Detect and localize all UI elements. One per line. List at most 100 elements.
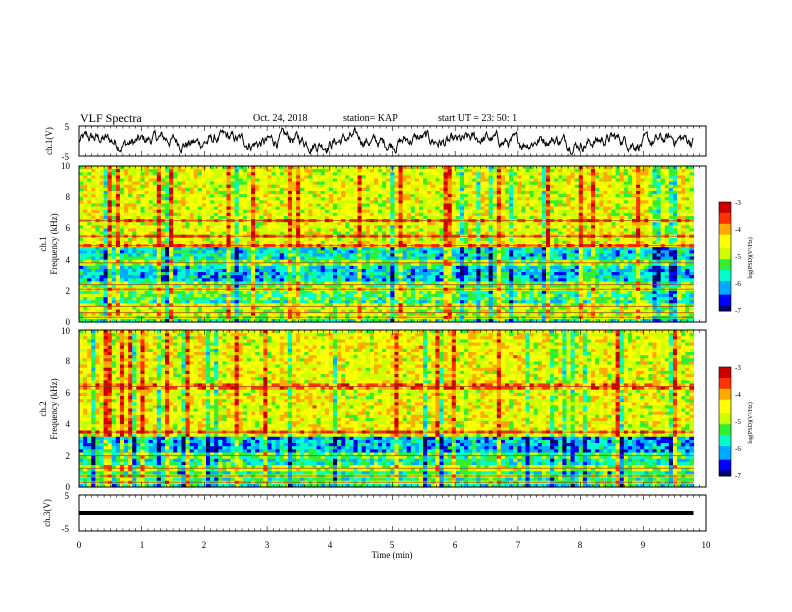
spectrogram-cell: [107, 290, 113, 295]
spectrogram-cell: [79, 209, 84, 214]
spectrogram-cell: [201, 194, 207, 198]
spectrogram-cell: [169, 262, 174, 267]
spectrogram-cell: [230, 265, 236, 270]
spectrogram-cell: [103, 259, 109, 264]
spectrogram-cell: [238, 190, 244, 195]
spectrogram-cell: [308, 281, 314, 286]
spectrogram-cell: [267, 300, 273, 304]
spectrogram-cell: [169, 228, 174, 233]
spectrogram-cell: [324, 309, 330, 314]
spectrogram-cell: [87, 200, 92, 205]
spectrogram-cell: [267, 225, 273, 229]
spectrogram-cell: [177, 181, 183, 186]
spectrogram-cell: [267, 262, 273, 267]
spectrogram-cell: [185, 303, 191, 307]
spectrogram-cell: [189, 203, 195, 208]
spectrogram-cell: [316, 184, 322, 189]
spectrogram-cell: [320, 228, 326, 233]
spectrogram-cell: [107, 184, 113, 189]
spectrogram-cell: [312, 215, 318, 220]
spectrogram-cell: [230, 247, 236, 251]
spectrogram-cell: [308, 197, 314, 201]
spectrogram-cell: [300, 253, 305, 258]
spectrogram-cell: [267, 206, 273, 211]
spectrogram-cell: [193, 281, 199, 286]
spectrogram-cell: [324, 184, 330, 189]
spectrogram-cell: [189, 228, 195, 233]
spectrogram-cell: [283, 272, 289, 276]
spectrogram-cell: [271, 190, 277, 195]
spectrogram-cell: [148, 265, 154, 270]
start-time-label: start UT = 23: 50: 1: [438, 113, 518, 124]
spectrogram-cell: [156, 169, 162, 173]
spectrogram-cell: [267, 278, 273, 283]
spectrogram-cell: [300, 231, 305, 236]
spectrogram-cell: [124, 303, 129, 307]
spectrogram-cell: [119, 250, 125, 254]
spectrogram-cell: [300, 225, 305, 229]
spectrogram-cell: [103, 297, 109, 301]
spectrogram-cell: [169, 197, 174, 201]
spectrogram-cell: [246, 284, 252, 289]
spectrogram-cell: [124, 231, 129, 236]
spectrogram-cell: [111, 272, 117, 276]
spectrogram-cell: [148, 253, 154, 258]
spectrogram-cell: [259, 300, 264, 304]
spectrogram-cell: [304, 237, 309, 242]
spectrogram-cell: [128, 281, 133, 286]
spectrogram-cell: [287, 303, 293, 307]
spectrogram-cell: [119, 197, 125, 201]
spectrogram-cell: [214, 175, 219, 180]
spectrogram-cell: [91, 278, 96, 283]
spectrogram-cell: [214, 203, 219, 208]
spectrogram-cell: [132, 256, 137, 261]
spectrogram-cell: [169, 187, 174, 192]
spectrogram-cell: [283, 200, 289, 205]
spectrogram-cell: [201, 284, 207, 289]
spectrogram-cell: [119, 253, 125, 258]
spectrogram-cell: [152, 265, 158, 270]
spectrogram-cell: [304, 225, 309, 229]
spectrogram-cell: [177, 209, 183, 214]
spectrogram-cell: [300, 262, 305, 267]
spectrogram-cell: [222, 272, 228, 276]
spectrogram-cell: [169, 278, 174, 283]
spectrogram-cell: [136, 175, 142, 180]
spectrogram-cell: [107, 200, 113, 205]
spectrogram-cell: [332, 187, 338, 192]
spectrogram-cell: [296, 225, 301, 229]
spectrogram-cell: [79, 181, 84, 186]
spectrogram-cell: [91, 300, 96, 304]
spectrogram-cell: [296, 190, 301, 195]
spectrogram-cell: [205, 166, 211, 170]
spectrogram-cell: [128, 237, 133, 242]
spectrogram-cell: [214, 222, 219, 226]
spectrogram-cell: [144, 231, 150, 236]
spectrogram-cell: [267, 190, 273, 195]
spectrogram-cell: [263, 259, 269, 264]
spectrogram-cell: [119, 284, 125, 289]
spectrogram-cell: [136, 190, 142, 195]
spectrogram-cell: [316, 194, 322, 198]
spectrogram-cell: [324, 231, 330, 236]
spectrogram-cell: [267, 318, 273, 323]
spectrogram-cell: [136, 247, 142, 251]
spectrogram-cell: [226, 222, 232, 226]
spectrogram-cell: [181, 284, 187, 289]
spectrogram-cell: [279, 281, 285, 286]
spectrogram-cell: [328, 184, 334, 189]
spectrogram-cell: [115, 247, 121, 251]
spectrogram-cell: [124, 290, 129, 295]
spectrogram-cell: [144, 228, 150, 233]
spectrogram-cell: [152, 275, 158, 279]
spectrogram-cell: [201, 190, 207, 195]
spectrogram-cell: [156, 175, 162, 180]
spectrogram-cell: [83, 300, 88, 304]
spectrogram-cell: [197, 190, 203, 195]
spectrogram-cell: [128, 184, 133, 189]
spectrogram-cell: [296, 200, 301, 205]
spectrogram-cell: [107, 284, 113, 289]
spectrogram-cell: [119, 309, 125, 314]
spectrogram-cell: [263, 297, 269, 301]
spectrogram-cell: [128, 309, 133, 314]
